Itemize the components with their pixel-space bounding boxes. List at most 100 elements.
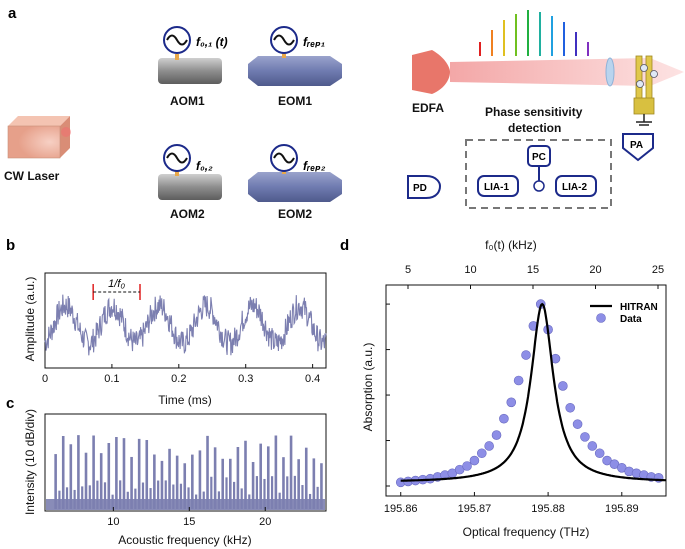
- sine-icon: [273, 34, 295, 46]
- b-xtick-label: 0: [42, 373, 48, 385]
- d-data-point: [565, 402, 576, 413]
- d-data-points: [395, 299, 664, 488]
- d-data-point: [506, 397, 517, 408]
- b-axes-frame: [44, 272, 327, 369]
- eom1-label: EOM1: [278, 94, 312, 108]
- d-data-point: [572, 419, 583, 429]
- frep2-label: fᵣₑₚ₂: [303, 159, 326, 173]
- panel-label-c: c: [6, 395, 14, 412]
- d-xtick-label: 195.89: [605, 503, 639, 515]
- eom1-device: [248, 52, 342, 86]
- b-signal-trace: [44, 294, 327, 356]
- d-data-point: [499, 413, 509, 424]
- d-xtick-label: 195.88: [531, 503, 565, 515]
- d-legend-data: Data: [620, 314, 642, 325]
- d-hitran-curve: [400, 302, 666, 482]
- eom2-device: [248, 168, 342, 202]
- b-xtick-label: 0.4: [305, 373, 320, 385]
- c-axes-frame: [44, 413, 327, 512]
- aom2-label: AOM2: [170, 207, 205, 221]
- f02-label: f₀,₂: [196, 159, 213, 173]
- photodetector: [407, 175, 442, 199]
- cw-laser: [7, 116, 71, 159]
- aom1-label: AOM1: [170, 94, 205, 108]
- panel-a: a CW Laser f₀,₁ (t) AOM1: [4, 5, 684, 221]
- d-data-point: [491, 430, 502, 440]
- lia1-label: LIA-1: [484, 182, 509, 193]
- d-data-point: [513, 375, 524, 386]
- d-top-xtick-label: 5: [405, 264, 411, 276]
- lia1-box: [477, 175, 519, 197]
- c-ylabel: Intensity (10 dB/div): [23, 409, 37, 515]
- phase-title-line2: detection: [508, 121, 561, 135]
- eom2-label: EOM2: [278, 207, 312, 221]
- pc-label: PC: [532, 152, 546, 163]
- b-xlabel: Time (ms): [158, 393, 212, 407]
- c-xlabel: Acoustic frequency (kHz): [118, 533, 251, 547]
- frep1-label: fᵣₑₚ₁: [303, 35, 325, 49]
- d-legend-hitran: HITRAN: [620, 302, 658, 313]
- fiber-lower: [70, 72, 418, 188]
- d-yticks: [386, 303, 390, 487]
- d-top-xtick-label: 20: [589, 264, 601, 276]
- phase-title-line1: Phase sensitivity: [485, 105, 583, 119]
- d-data-point: [587, 441, 598, 451]
- d-axes-frame: [385, 284, 667, 497]
- d-ylabel: Absorption (a.u.): [361, 343, 375, 432]
- d-data-point: [476, 448, 487, 459]
- comb-teeth: [479, 10, 589, 56]
- d-xticks: 195.86 195.87 195.88 195.89: [384, 492, 639, 515]
- pa-amplifier: [622, 133, 654, 162]
- sine-icon: [273, 152, 295, 164]
- edfa-amplifier: [412, 50, 450, 94]
- b-xticks: 0 0.1 0.2 0.3 0.4: [42, 364, 320, 385]
- c-xticks: 10 15 20: [107, 507, 271, 528]
- d-top-xtick-label: 15: [527, 264, 539, 276]
- d-top-xlabel: f₀(t) (kHz): [485, 238, 537, 252]
- d-xlabel: Optical frequency (THz): [463, 525, 590, 539]
- d-xtick-label: 195.87: [458, 503, 492, 515]
- fiber-upper: [70, 72, 412, 184]
- panel-label-a: a: [8, 5, 17, 22]
- c-xtick-label: 15: [183, 516, 195, 528]
- b-ylabel: Amplitude (a.u.): [23, 277, 37, 362]
- cw-laser-label: CW Laser: [4, 169, 60, 183]
- f01-label: f₀,₁ (t): [196, 35, 228, 49]
- c-spectrum-lines: [46, 435, 325, 510]
- panel-d: d f₀(t) (kHz) Absorption (a.u.) 195.86 19…: [340, 237, 667, 539]
- d-data-point: [469, 455, 480, 466]
- b-xtick-label: 0.3: [238, 373, 253, 385]
- b-xtick-label: 0.2: [171, 373, 186, 385]
- d-top-xtick-label: 10: [464, 264, 476, 276]
- sine-icon: [166, 152, 188, 164]
- panel-label-d: d: [340, 237, 349, 254]
- b-xtick-label: 0.1: [104, 373, 119, 385]
- b-period-annotation: 1/f₀: [108, 278, 125, 290]
- d-data-point: [462, 461, 472, 471]
- pd-label: PD: [413, 183, 427, 194]
- d-data-point: [594, 448, 605, 459]
- sine-icon: [166, 34, 188, 46]
- panel-b: b Amplitude (a.u.) 1/f₀ 0 0.1 0.2 0.3 0.4 Ti…: [6, 237, 327, 407]
- lens-icon: [605, 57, 615, 87]
- pa-label: PA: [630, 140, 643, 151]
- quartz-tuning-fork: [633, 55, 658, 126]
- c-xtick-label: 10: [107, 516, 119, 528]
- edfa-label: EDFA: [412, 101, 444, 115]
- aom1-device: [158, 54, 222, 84]
- d-data-point: [484, 441, 494, 451]
- lia2-box: [555, 175, 597, 197]
- panel-c: c Intensity (10 dB/div) 10 15 20 Acoustic …: [6, 395, 327, 547]
- panel-label-b: b: [6, 237, 15, 254]
- d-data-point: [580, 432, 590, 442]
- d-xtick-label: 195.86: [384, 503, 418, 515]
- d-data-point: [558, 381, 568, 391]
- laser-beam: [450, 58, 684, 86]
- c-xtick-label: 20: [259, 516, 271, 528]
- d-legend-dot: [596, 313, 606, 323]
- phase-detection-box: [465, 139, 612, 209]
- d-data-point: [521, 350, 531, 360]
- lia2-label: LIA-2: [562, 182, 587, 193]
- d-top-xticks: 5 10 15 20 25: [405, 264, 664, 289]
